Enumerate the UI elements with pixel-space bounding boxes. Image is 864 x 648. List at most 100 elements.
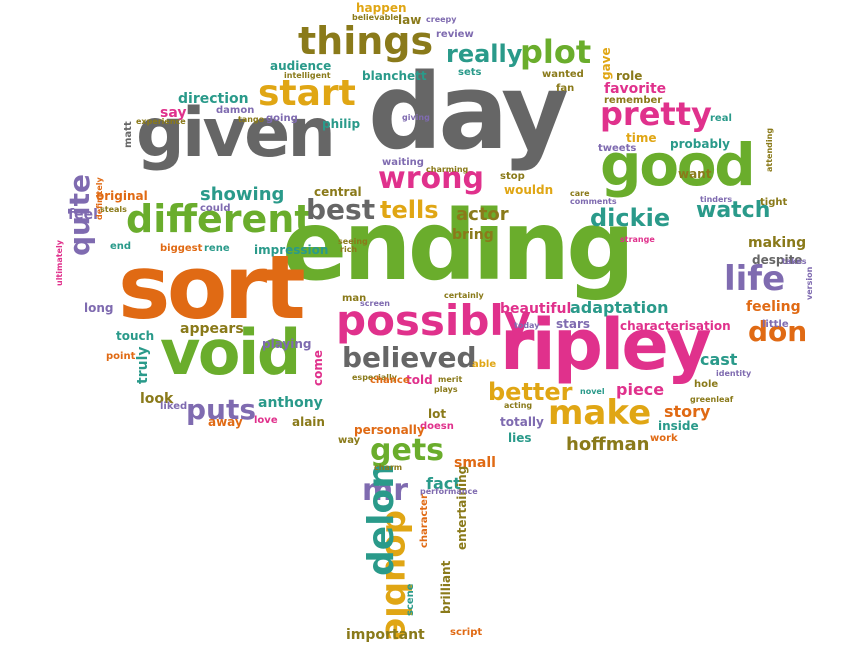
word-work: work (650, 433, 678, 444)
word-screen: screen (360, 299, 390, 308)
word-tight: tight (760, 197, 788, 208)
word-waiting: waiting (382, 157, 424, 168)
word-little: little (762, 319, 789, 330)
word-entertaining: entertaining (455, 465, 469, 550)
word-way: way (338, 435, 361, 446)
word-rich: rich (340, 245, 358, 254)
word-happen: happen (356, 1, 407, 15)
word-original: original (96, 189, 148, 203)
word-ending: ending (282, 190, 635, 302)
word-totally: totally (500, 415, 544, 429)
word-going: going (266, 113, 298, 124)
word-novel: novel (580, 387, 605, 396)
word-make: make (548, 393, 652, 433)
word-favorite: favorite (604, 81, 667, 97)
word-hoffman: hoffman (566, 434, 650, 455)
word-hole: hole (694, 379, 719, 390)
word-role: role (616, 69, 643, 83)
word-acting: acting (504, 401, 533, 410)
word-giving: giving (402, 113, 430, 122)
word-making: making (748, 235, 807, 251)
word-wanted: wanted (542, 69, 584, 80)
word-intelligent: intelligent (284, 71, 331, 80)
word-care: care (570, 189, 590, 198)
word-personally: personally (354, 423, 425, 437)
word-say: say (160, 105, 187, 121)
word-cast: cast (700, 350, 738, 369)
word-lies: lies (508, 431, 532, 445)
word-gave: gave (599, 47, 613, 80)
word-love: love (254, 415, 278, 426)
word-central: central (314, 185, 362, 199)
word-identity: identity (716, 369, 752, 378)
word-void: void (160, 316, 301, 389)
word-today: today (514, 321, 540, 330)
word-tango: tango (238, 115, 265, 124)
word-end: end (110, 241, 132, 252)
word-damon: damon (216, 105, 255, 116)
word-probably: probably (670, 137, 730, 151)
word-experience: experience (136, 117, 186, 126)
word-delon: delon (361, 463, 402, 576)
word-remember: remember (604, 95, 663, 106)
word-script: script (450, 627, 483, 638)
word-stars: stars (556, 317, 591, 331)
word-greenleaf: greenleaf (690, 395, 734, 404)
word-point: point (106, 351, 136, 362)
word-liked: liked (160, 401, 188, 412)
word-seeing: seeing (338, 237, 368, 246)
word-away: away (208, 415, 243, 429)
word-watch: watch (696, 198, 771, 223)
word-possibly: possibly (336, 296, 532, 345)
word-plays: plays (434, 385, 458, 394)
word-showing: showing (200, 184, 285, 205)
word-despite: despite (752, 253, 803, 267)
word-comments: comments (570, 197, 617, 206)
word-fan: fan (556, 83, 575, 94)
word-don: don (748, 315, 808, 348)
word-plot: plot (520, 33, 592, 71)
word-appears: appears (180, 321, 244, 337)
word-biggest: biggest (160, 243, 203, 254)
word-tinders: tinders (700, 195, 733, 204)
word-ultimately: ultimately (55, 240, 64, 286)
word-law: law (398, 13, 422, 27)
word-different: different (126, 197, 313, 241)
word-inside: inside (658, 419, 699, 433)
word-attending: attending (765, 127, 774, 172)
word-given: given (136, 94, 336, 173)
word-character: character (419, 494, 430, 548)
word-could: could (200, 203, 231, 214)
word-doesn: doesn (420, 421, 454, 432)
word-touch: touch (116, 329, 155, 343)
word-feeling: feeling (746, 299, 801, 315)
word-characterisation: characterisation (620, 319, 731, 333)
word-puts: puts (186, 393, 257, 426)
word-rene: rene (204, 243, 230, 254)
word-wouldn: wouldn (504, 183, 554, 197)
word-want: want (678, 167, 712, 181)
word-better: better (488, 378, 573, 406)
word-gets: gets (370, 433, 445, 468)
word-wrong: wrong (378, 161, 484, 196)
word-lot: lot (428, 407, 447, 421)
word-life: life (724, 259, 786, 299)
word-bring: bring (452, 227, 494, 243)
word-small: small (454, 455, 496, 471)
word-tweets: tweets (598, 143, 637, 154)
word-able: able (472, 359, 497, 370)
word-blanchett: blanchett (362, 69, 427, 83)
word-mr: mr (362, 473, 409, 508)
word-audience: audience (270, 59, 332, 73)
word-certainly: certainly (444, 291, 484, 300)
word-takes: takes (782, 257, 807, 266)
word-tells: tells (380, 196, 439, 224)
word-sort: sort (118, 236, 306, 339)
word-performance: performance (420, 487, 478, 496)
word-chance: chance (370, 375, 410, 386)
word-sets: sets (458, 67, 482, 78)
word-pretty: pretty (600, 95, 712, 133)
word-best: best (306, 193, 376, 226)
word-version: version (805, 266, 814, 300)
